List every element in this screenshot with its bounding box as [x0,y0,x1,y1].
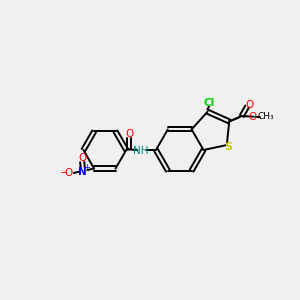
Text: CH₃: CH₃ [258,112,274,121]
Text: O: O [248,112,256,122]
Text: Cl: Cl [203,98,214,108]
Text: O: O [245,100,253,110]
Text: −: − [60,168,68,178]
Text: O: O [125,129,133,139]
Text: +: + [84,163,90,172]
Text: S: S [224,142,232,152]
Text: NH: NH [133,146,149,156]
Text: O: O [78,152,86,163]
Text: N: N [79,167,87,176]
Text: O: O [64,168,73,178]
